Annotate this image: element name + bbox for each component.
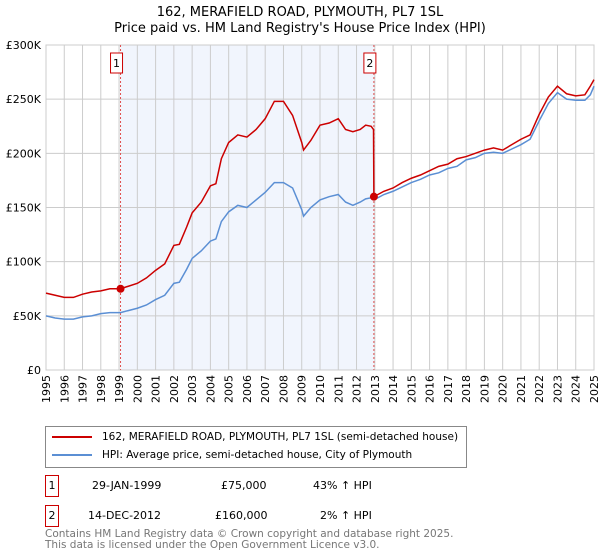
legend: 162, MERAFIELD ROAD, PLYMOUTH, PL7 1SL (… xyxy=(45,426,467,468)
chart-title: 162, MERAFIELD ROAD, PLYMOUTH, PL7 1SL xyxy=(156,5,444,20)
x-tick-label: 2021 xyxy=(515,375,528,403)
x-tick-label: 2016 xyxy=(424,375,437,403)
x-tick-label: 2009 xyxy=(296,375,309,403)
x-tick-label: 2010 xyxy=(314,375,327,403)
x-tick-label: 2013 xyxy=(369,375,382,403)
legend-item-hpi: HPI: Average price, semi-detached house,… xyxy=(52,449,412,461)
price-chart: 1995 1996 1997 1998 1999 2000 2001 2002 2003 2004… xyxy=(6,39,600,403)
footer: Contains HM Land Registry data © Crown c… xyxy=(45,529,453,551)
sale-marker-label: 2 xyxy=(366,57,373,70)
footer-line: Contains HM Land Registry data © Crown c… xyxy=(45,528,454,540)
y-tick-label: £0 xyxy=(27,364,41,377)
legend-label: HPI: Average price, semi-detached house,… xyxy=(102,449,413,461)
x-tick-label: 2015 xyxy=(405,375,418,403)
x-tick-label: 1999 xyxy=(113,375,126,403)
x-tick-label: 2002 xyxy=(168,375,181,403)
x-tick-label: 2003 xyxy=(186,375,199,403)
legend-swatch-blue xyxy=(52,454,92,456)
transaction-date: 29-JAN-1999 xyxy=(92,479,162,492)
x-tick-label: 2014 xyxy=(387,375,400,403)
x-tick-label: 2024 xyxy=(570,375,583,403)
y-tick-label: £200K xyxy=(6,147,42,160)
x-tick-label: 2005 xyxy=(223,375,236,403)
legend-label: 162, MERAFIELD ROAD, PLYMOUTH, PL7 1SL (… xyxy=(102,431,459,443)
transaction-price: £160,000 xyxy=(215,509,268,522)
y-tick-label: £250K xyxy=(6,93,42,106)
y-tick-label: £300K xyxy=(6,39,42,52)
x-tick-label: 2017 xyxy=(442,375,455,403)
chart-subtitle: Price paid vs. HM Land Registry's House … xyxy=(114,21,486,36)
x-tick-label: 2012 xyxy=(351,375,364,403)
x-tick-label: 2007 xyxy=(259,375,272,403)
x-tick-label: 2020 xyxy=(497,375,510,403)
plot-frame xyxy=(45,44,595,371)
x-tick-label: 2011 xyxy=(332,375,345,403)
y-tick-label: £50K xyxy=(13,310,42,323)
x-tick-label: 2022 xyxy=(533,375,546,403)
x-tick-label: 1995 xyxy=(40,375,53,403)
legend-item-property: 162, MERAFIELD ROAD, PLYMOUTH, PL7 1SL (… xyxy=(52,431,458,443)
sale-marker-label: 1 xyxy=(113,57,120,70)
footer-line: This data is licensed under the Open Gov… xyxy=(45,539,380,551)
x-tick-label: 1997 xyxy=(77,375,90,403)
transaction-date: 14-DEC-2012 xyxy=(88,509,162,522)
transaction-hpi: 43% ↑ HPI xyxy=(313,479,372,492)
sale-point xyxy=(116,284,125,293)
series-line xyxy=(45,85,595,320)
x-tick-label: 1998 xyxy=(95,375,108,403)
transaction-marker: 2 xyxy=(45,505,59,527)
x-tick-label: 2025 xyxy=(588,375,600,403)
x-tick-label: 2018 xyxy=(460,375,473,403)
y-tick-label: £150K xyxy=(6,202,42,215)
transaction-hpi: 2% ↑ HPI xyxy=(320,509,372,522)
sale-marker-box xyxy=(363,52,377,74)
x-tick-label: 2019 xyxy=(478,375,491,403)
sale-point xyxy=(369,192,378,201)
x-tick-label: 2006 xyxy=(241,375,254,403)
transaction-price: £75,000 xyxy=(221,479,267,492)
y-tick-label: £100K xyxy=(6,256,42,269)
x-tick-label: 2004 xyxy=(204,375,217,403)
x-tick-label: 2001 xyxy=(150,375,163,403)
x-tick-label: 2000 xyxy=(131,375,144,403)
legend-swatch-red xyxy=(52,436,92,438)
transaction-marker: 1 xyxy=(45,475,59,497)
x-tick-label: 1996 xyxy=(58,375,71,403)
series-line xyxy=(45,79,595,299)
sale-marker-box xyxy=(110,52,124,74)
x-tick-label: 2023 xyxy=(551,375,564,403)
x-tick-label: 2008 xyxy=(277,375,290,403)
